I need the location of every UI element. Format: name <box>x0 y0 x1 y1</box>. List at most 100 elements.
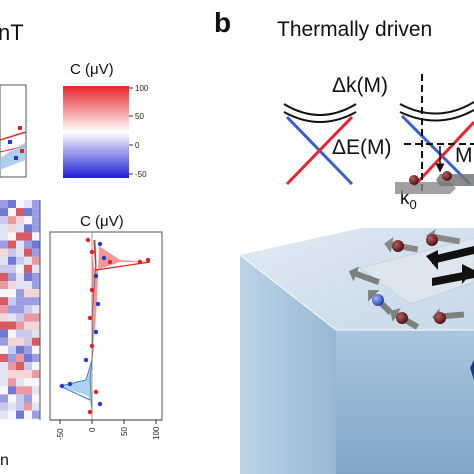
colorbar-tick-neg50: -50 <box>135 170 147 179</box>
profile-dot <box>87 409 93 415</box>
dispersion-cone-right <box>399 74 474 194</box>
delta-e-label: ΔE(M) <box>332 136 392 159</box>
heatmap-cell <box>0 378 8 387</box>
heatmap-cell <box>8 216 16 225</box>
panel-letter-b: b <box>214 7 231 38</box>
heatmap-cell <box>0 232 8 241</box>
profile-dot <box>93 389 99 395</box>
heatmap-cell <box>24 329 32 338</box>
heatmap-cell <box>8 305 16 314</box>
profile-dot <box>89 249 95 255</box>
heatmap-cell <box>0 321 8 330</box>
heatmap-cell <box>16 313 24 322</box>
heatmap-cell <box>32 256 40 265</box>
profile-dot <box>83 357 89 363</box>
heatmap-cell <box>24 281 32 290</box>
profile-x-tick-100: 100 <box>152 426 161 440</box>
heatmap-cell <box>16 362 24 371</box>
heatmap-cell <box>8 200 16 209</box>
heatmap-cell <box>24 305 32 314</box>
heatmap-cell <box>32 297 40 306</box>
dispersion-cone-left <box>283 103 357 186</box>
heatmap-cell <box>24 297 32 306</box>
heatmap-cell <box>32 337 40 346</box>
heatmap-cell <box>32 200 40 209</box>
heatmap-cell <box>0 240 8 249</box>
heatmap-cell <box>32 289 40 298</box>
heatmap-cell <box>16 289 24 298</box>
heatmap-cell <box>24 224 32 233</box>
heatmap-cell <box>24 402 32 411</box>
heatmap-cell <box>16 281 24 290</box>
profile-dot <box>101 255 107 261</box>
heatmap-cell <box>8 232 16 241</box>
heatmap-cell <box>24 200 32 209</box>
heatmap-cell <box>16 297 24 306</box>
profile-x-tick-neg50: -50 <box>56 428 65 440</box>
heatmap-cell <box>8 353 16 362</box>
heatmap-cell <box>24 264 32 273</box>
heatmap-cell <box>32 216 40 225</box>
heatmap-cell <box>8 321 16 330</box>
heatmap-cell <box>0 256 8 265</box>
profile-dot <box>107 259 113 265</box>
heatmap-cell <box>32 305 40 314</box>
heatmap-cell <box>32 410 40 419</box>
heatmap-cell <box>32 272 40 281</box>
profile-dot <box>87 315 93 321</box>
profile-plot-title: C (μV) <box>80 213 124 230</box>
heatmap-cell <box>16 305 24 314</box>
profile-plot: C (μV) -50 0 50 100 <box>49 213 163 440</box>
profile-dot <box>95 301 101 307</box>
left-bottom-fragment: n <box>0 452 9 469</box>
heatmap-cell <box>0 297 8 306</box>
heatmap-cell <box>32 313 40 322</box>
colorbar-gradient <box>63 86 129 178</box>
heatmap-cell <box>0 313 8 322</box>
heatmap-cell <box>16 394 24 403</box>
heatmap-cell <box>24 313 32 322</box>
heatmap-cell <box>0 216 8 225</box>
heatmap-cell <box>32 240 40 249</box>
heatmap-cell <box>0 345 8 354</box>
heatmap-cell <box>16 232 24 241</box>
heatmap-cell <box>24 410 32 419</box>
heatmap-cell <box>16 345 24 354</box>
heatmap-cell <box>32 264 40 273</box>
k0-label: k0 <box>400 188 417 212</box>
heatmap-cell <box>24 386 32 395</box>
colorbar-tick-100: 100 <box>135 84 149 93</box>
heatmap-cell <box>8 402 16 411</box>
heatmap-cell <box>8 240 16 249</box>
colorbar-tick-0: 0 <box>135 141 140 150</box>
profile-dot <box>85 237 91 243</box>
heatmap-cell <box>24 289 32 298</box>
profile-dot <box>93 273 99 279</box>
profile-dot <box>89 343 95 349</box>
sample-slab <box>239 228 474 474</box>
heatmap-cell <box>8 386 16 395</box>
heatmap-cell <box>16 410 24 419</box>
k0-spin-arrows <box>395 171 474 194</box>
heatmap-cell <box>16 321 24 330</box>
left-title-fragment: nT <box>0 20 24 45</box>
heatmap-cell <box>16 264 24 273</box>
heatmap-cell <box>8 264 16 273</box>
heatmap-cell <box>0 208 8 217</box>
heatmap-cell <box>8 281 16 290</box>
heatmap-cell <box>24 208 32 217</box>
heatmap-cell <box>8 224 16 233</box>
right-title: Thermally driven <box>277 18 432 41</box>
heatmap-cell <box>16 216 24 225</box>
heatmap-cell <box>0 224 8 233</box>
heatmap-cell <box>24 378 32 387</box>
heatmap-cell <box>8 337 16 346</box>
heatmap-cell <box>32 394 40 403</box>
m-label: M <box>455 144 473 167</box>
heatmap-cell <box>24 370 32 379</box>
colorbar-label: C (μV) <box>70 61 114 78</box>
heatmap-cell <box>16 386 24 395</box>
heatmap-cell <box>8 345 16 354</box>
heatmap-cell <box>24 248 32 257</box>
